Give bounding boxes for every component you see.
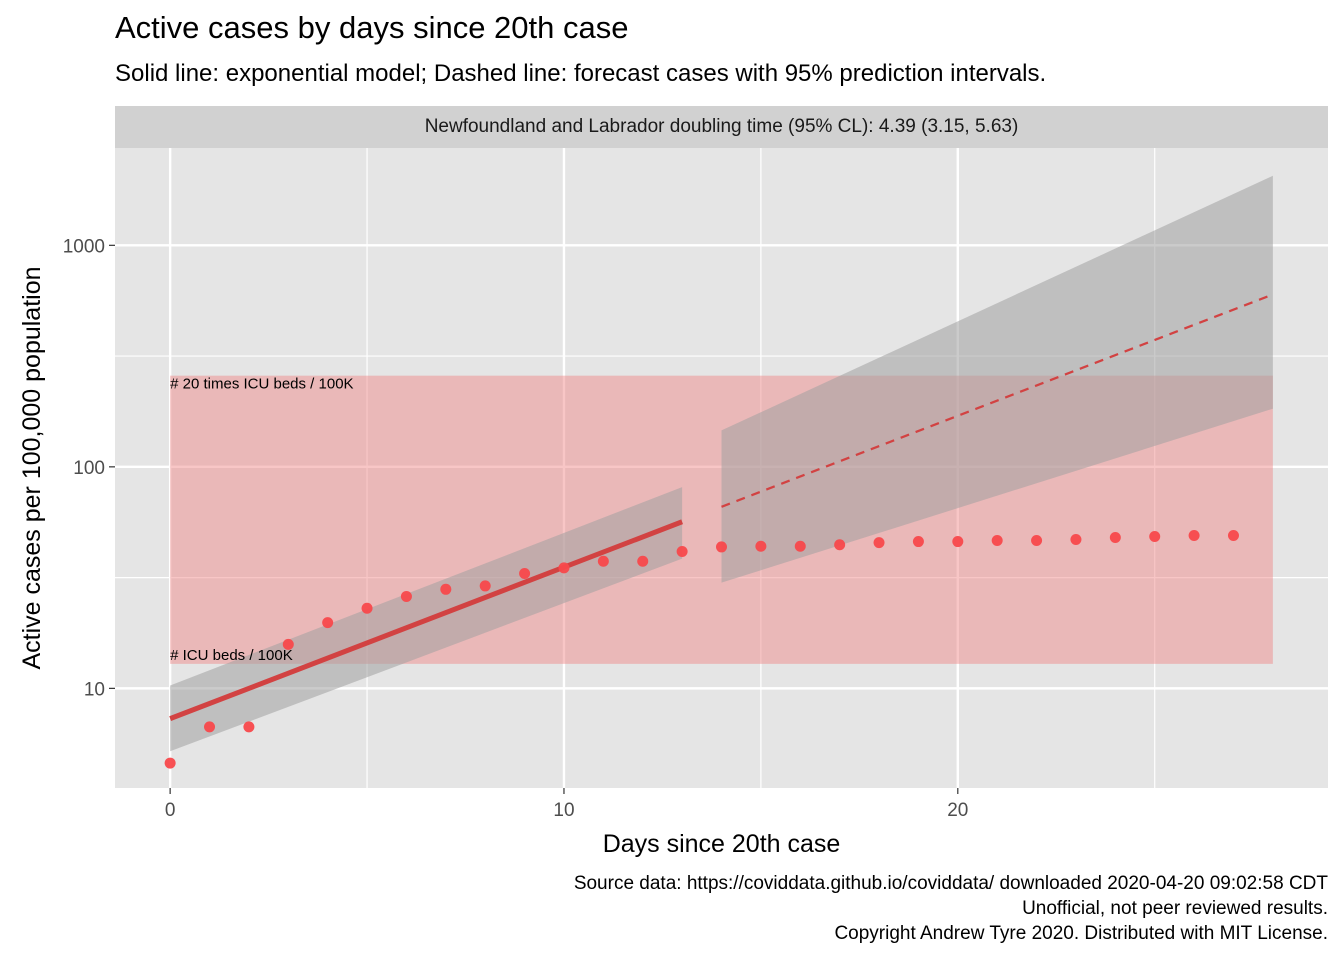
- data-point: [558, 562, 570, 574]
- data-point: [400, 590, 412, 602]
- y-tick-label: 10: [84, 679, 105, 700]
- annot-icu-beds: # ICU beds / 100K: [170, 647, 293, 664]
- chart-title: Active cases by days since 20th case: [115, 10, 629, 45]
- data-point: [1188, 529, 1200, 541]
- x-tick-label: 10: [553, 800, 574, 821]
- data-point: [991, 535, 1003, 547]
- data-point: [1109, 531, 1121, 543]
- data-point: [597, 555, 609, 567]
- caption-source: Source data: https://coviddata.github.io…: [573, 873, 1328, 894]
- annot-20x-icu-beds: # 20 times ICU beds / 100K: [170, 376, 353, 393]
- data-point: [716, 541, 727, 553]
- data-point: [361, 602, 373, 614]
- data-point: [519, 568, 531, 580]
- data-point: [912, 536, 924, 548]
- caption-copyright: Copyright Andrew Tyre 2020. Distributed …: [834, 923, 1328, 944]
- data-point: [282, 638, 294, 650]
- data-point: [243, 721, 255, 733]
- data-point: [204, 721, 216, 733]
- data-point: [794, 540, 806, 552]
- facet-strip: Newfoundland and Labrador doubling time …: [115, 106, 1328, 148]
- model-lines: [169, 293, 1274, 721]
- chart-subtitle: Solid line: exponential model; Dashed li…: [115, 60, 1047, 87]
- band-annotations: # 20 times ICU beds / 100K # ICU beds / 1…: [170, 376, 353, 664]
- data-point: [873, 537, 885, 549]
- data-point: [952, 536, 964, 548]
- data-point: [1031, 535, 1043, 547]
- data-point: [676, 545, 688, 557]
- x-tick-label: 0: [165, 800, 176, 821]
- data-points: [164, 529, 1239, 769]
- data-point: [755, 540, 767, 552]
- x-tick-label: 20: [947, 800, 968, 821]
- x-axis-title: Days since 20th case: [603, 830, 841, 858]
- data-point: [1070, 533, 1082, 545]
- data-point: [322, 617, 334, 629]
- data-point: [479, 580, 491, 592]
- exponential-model-line: [169, 519, 684, 721]
- data-point: [164, 757, 176, 769]
- forecast-line: [721, 293, 1274, 508]
- facet-label: Newfoundland and Labrador doubling time …: [424, 116, 1019, 137]
- data-point: [1227, 529, 1239, 541]
- y-axis-title: Active cases per 100,000 population: [18, 266, 46, 669]
- data-point: [1149, 530, 1161, 542]
- y-tick-label: 1000: [63, 236, 105, 257]
- axes: 0 10 20 10 100 1000 Days since 20th case Active…: [18, 236, 968, 858]
- forecast-prediction-ribbon: [721, 175, 1273, 583]
- caption-unofficial: Unofficial, not peer reviewed results.: [1022, 898, 1328, 919]
- data-point: [637, 555, 649, 567]
- data-point: [834, 539, 846, 551]
- y-tick-label: 100: [73, 458, 105, 479]
- data-point: [440, 583, 452, 595]
